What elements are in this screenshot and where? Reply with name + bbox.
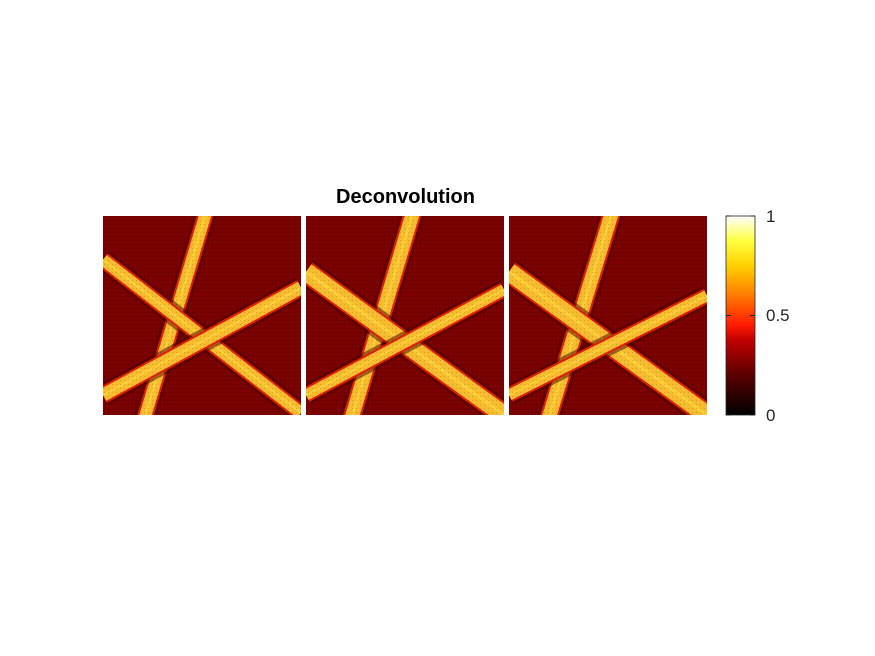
panel-1-texture — [103, 216, 301, 415]
colorbar-tick-label-1: 1 — [766, 207, 776, 226]
panel-3 — [509, 216, 707, 415]
panel-2 — [306, 216, 504, 415]
panel-3-texture — [509, 216, 707, 415]
panel-2-texture — [306, 216, 504, 415]
chart-title: Deconvolution — [336, 186, 475, 208]
panel-1 — [103, 216, 301, 415]
colorbar-tick-label-0: 0 — [766, 406, 776, 425]
colorbar — [725, 215, 756, 416]
colorbar-tick-label-0.5: 0.5 — [766, 306, 790, 325]
